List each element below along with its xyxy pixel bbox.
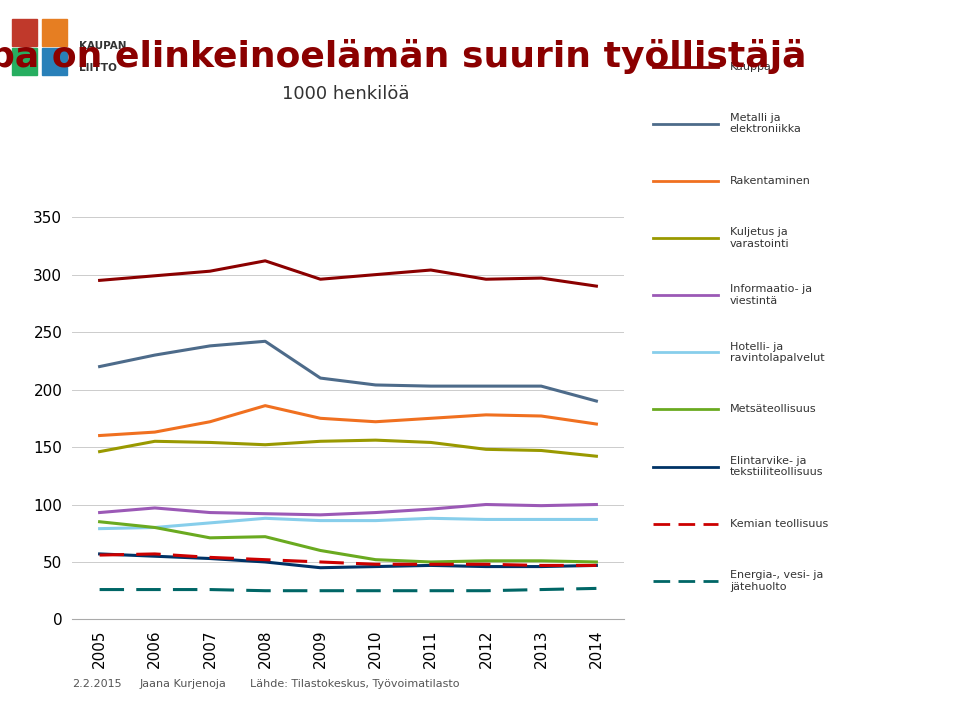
Bar xyxy=(42,19,67,46)
Text: Hotelli- ja
ravintolapalvelut: Hotelli- ja ravintolapalvelut xyxy=(730,342,825,363)
Text: Energia-, vesi- ja
jätehuolto: Energia-, vesi- ja jätehuolto xyxy=(730,570,823,592)
Text: 2.2.2015: 2.2.2015 xyxy=(72,679,122,689)
Text: LIITTO: LIITTO xyxy=(79,63,116,73)
Text: Kauppa on elinkeinoelämän suurin työllistäjä: Kauppa on elinkeinoelämän suurin työllis… xyxy=(0,39,806,75)
Bar xyxy=(12,19,37,46)
Text: Elintarvike- ja
tekstiiliteollisuus: Elintarvike- ja tekstiiliteollisuus xyxy=(730,456,824,478)
Text: KAUPAN: KAUPAN xyxy=(79,41,126,51)
Bar xyxy=(42,48,67,75)
Text: Rakentaminen: Rakentaminen xyxy=(730,176,810,186)
Text: Lähde: Tilastokeskus, Työvoimatilasto: Lähde: Tilastokeskus, Työvoimatilasto xyxy=(250,679,459,689)
Text: Kuljetus ja
varastointi: Kuljetus ja varastointi xyxy=(730,227,789,248)
Text: Kauppa: Kauppa xyxy=(730,61,772,71)
Text: Informaatio- ja
viestintä: Informaatio- ja viestintä xyxy=(730,284,812,306)
Text: Metsäteollisuus: Metsäteollisuus xyxy=(730,404,816,414)
Text: 1000 henkilöä: 1000 henkilöä xyxy=(282,85,409,103)
Text: Kemian teollisuus: Kemian teollisuus xyxy=(730,519,828,529)
Bar xyxy=(12,48,37,75)
Text: Jaana Kurjenoja: Jaana Kurjenoja xyxy=(139,679,226,689)
Text: Metalli ja
elektroniikka: Metalli ja elektroniikka xyxy=(730,113,802,135)
